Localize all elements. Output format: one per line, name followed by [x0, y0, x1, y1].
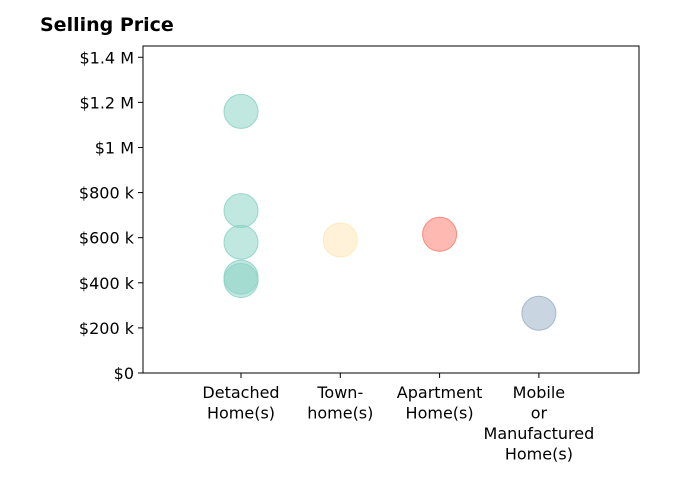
y-tick-label: $600 k — [79, 229, 135, 248]
x-tick-label: Detached Home(s) — [202, 383, 279, 423]
x-tick-label: Apartment Home(s) — [397, 383, 483, 423]
data-point — [322, 222, 358, 258]
y-tick-label: $1.2 M — [79, 93, 134, 112]
data-point — [223, 263, 259, 299]
y-tick-label: $1.4 M — [79, 48, 134, 67]
data-point — [422, 216, 458, 252]
x-tick-label: Mobile or Manufactured Home(s) — [484, 383, 595, 464]
data-point — [223, 93, 259, 129]
y-tick-label: $0 — [114, 364, 134, 383]
x-axis: Detached Home(s) Town-home(s) Apartment Home… — [202, 373, 594, 464]
y-axis: $0 $200 k $400 k $600 k $800 k $1 M $1.2 M $1.4… — [79, 48, 143, 383]
y-tick-label: $200 k — [79, 319, 135, 338]
data-points — [223, 93, 557, 331]
data-point — [521, 295, 557, 331]
data-point — [223, 193, 259, 229]
data-point — [223, 224, 259, 260]
y-tick-label: $800 k — [79, 184, 135, 203]
y-tick-label: $400 k — [79, 274, 135, 293]
x-tick-label: Town-home(s) — [307, 383, 373, 423]
chart-title: Selling Price — [40, 14, 174, 36]
y-tick-label: $1 M — [95, 138, 134, 157]
plot-area-frame — [142, 45, 640, 374]
